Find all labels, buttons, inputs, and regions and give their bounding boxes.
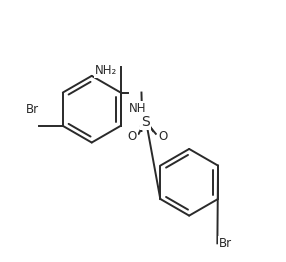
Text: Br: Br xyxy=(26,103,39,116)
Text: NH₂: NH₂ xyxy=(95,64,117,77)
Text: Br: Br xyxy=(219,237,232,250)
Text: O: O xyxy=(127,130,137,143)
Text: NH: NH xyxy=(129,102,146,115)
Text: O: O xyxy=(158,130,168,143)
Text: S: S xyxy=(141,115,150,129)
